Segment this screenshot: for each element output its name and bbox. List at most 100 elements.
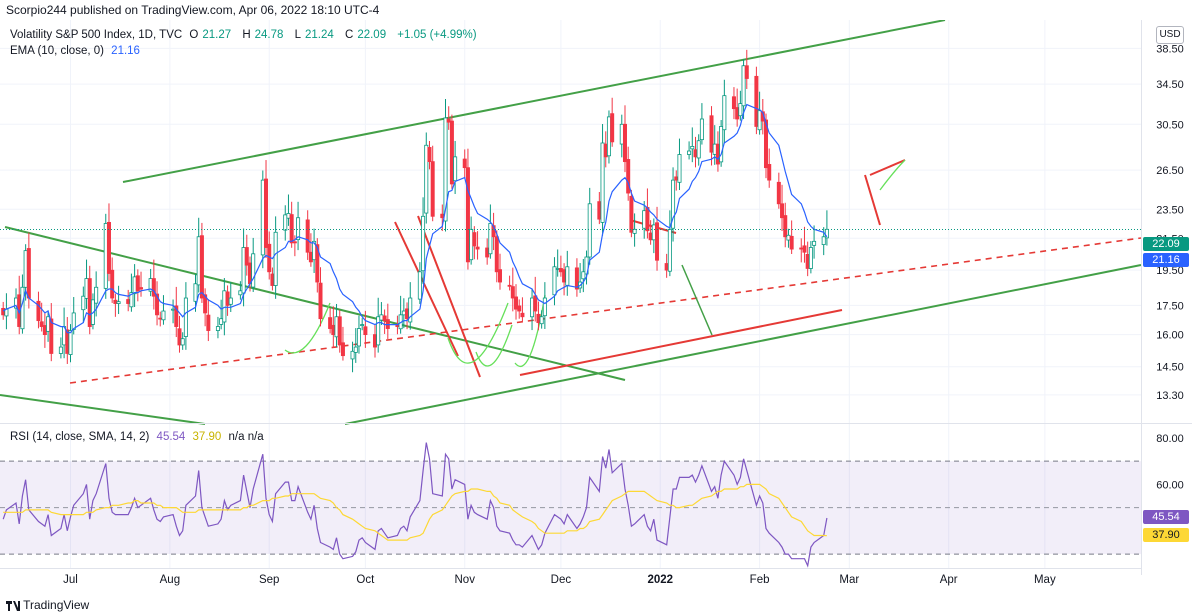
candle-up — [376, 316, 381, 346]
publish-info: Scorpio244 published on TradingView.com,… — [6, 3, 380, 17]
candle-up — [241, 247, 246, 294]
time-tick-label: Aug — [160, 574, 180, 586]
footer[interactable]: TradingView — [0, 595, 300, 615]
ema-legend[interactable]: EMA (10, close, 0) 21.16 — [10, 43, 144, 59]
candle-up — [687, 150, 692, 155]
main-legend[interactable]: Volatility S&P 500 Index, 1D, TVC O 21.27… — [10, 27, 481, 43]
trendline — [394, 221, 459, 357]
candle-down — [517, 305, 522, 312]
candle-down — [709, 115, 714, 153]
footer-brand: TradingView — [23, 598, 90, 612]
candle-down — [110, 269, 115, 299]
trendline — [519, 309, 843, 376]
candle-up — [424, 144, 429, 214]
candle-down — [754, 75, 759, 127]
price-tick-label: 23.50 — [1156, 204, 1184, 216]
candle-up — [46, 316, 51, 332]
candle-down — [735, 107, 740, 120]
candle-up — [552, 266, 557, 296]
candle-up — [651, 224, 656, 241]
change-value: +1.05 (+4.99%) — [397, 29, 477, 41]
candle-down — [430, 161, 435, 217]
candle-down — [629, 195, 634, 233]
candle-down — [462, 158, 467, 169]
candle-down — [744, 65, 749, 79]
trendline — [122, 20, 946, 183]
price-tick-label: 13.30 — [1156, 390, 1184, 402]
h-label: H — [242, 29, 251, 41]
candle-down — [244, 247, 249, 266]
candle-up — [273, 231, 278, 286]
publish-header: Scorpio244 published on TradingView.com,… — [0, 0, 1192, 20]
candle-down — [337, 316, 342, 346]
candle-up — [632, 228, 637, 234]
rsi-sma-value: 37.90 — [192, 431, 222, 443]
candle-up — [132, 276, 137, 295]
ema-line — [2, 103, 828, 334]
candle-down — [139, 287, 144, 290]
candle-up — [808, 247, 813, 269]
candle-down — [789, 235, 794, 250]
rsi-axis[interactable]: 80.00 60.00 — [1156, 433, 1184, 491]
rsi-na: n/a n/a — [228, 431, 264, 443]
candle-up — [283, 214, 288, 231]
time-tick-label: Jul — [63, 574, 78, 586]
candle-up — [530, 297, 535, 318]
candle-down — [731, 96, 736, 110]
rsi-price-tag: 45.54 — [1143, 510, 1189, 524]
candle-up — [738, 103, 743, 117]
candle-up — [401, 310, 406, 316]
trend-arc — [284, 302, 331, 354]
candle-up — [671, 179, 676, 229]
candle-up — [296, 217, 301, 241]
candles — [1, 49, 829, 373]
candle-up — [379, 314, 384, 321]
candle-up — [23, 250, 28, 288]
candle-down — [135, 275, 140, 292]
candle-down — [177, 328, 182, 346]
candle-down — [372, 334, 377, 348]
candle-down — [308, 251, 313, 263]
candle-up — [642, 210, 647, 229]
candle-up — [353, 346, 358, 353]
candle-down — [427, 147, 432, 163]
candle-up — [408, 297, 413, 323]
candle-up — [555, 268, 560, 270]
close-label: C 22.09 — [345, 29, 390, 41]
candle-up — [251, 253, 256, 288]
candle-up — [286, 213, 291, 219]
candle-up — [719, 126, 724, 163]
c-label: C — [345, 29, 354, 41]
candle-down — [674, 176, 679, 181]
candle-up — [196, 236, 201, 286]
rsi-value: 45.54 — [156, 431, 186, 443]
price-tick-label: 34.50 — [1156, 79, 1184, 91]
candle-down — [655, 222, 660, 261]
candle-up — [699, 118, 704, 141]
ema-title[interactable]: EMA (10, close, 0) — [10, 45, 104, 57]
currency-button[interactable]: USD — [1156, 26, 1184, 44]
candle-down — [225, 291, 230, 306]
candle-up — [786, 234, 791, 241]
candle-down — [520, 312, 525, 318]
candle-down — [247, 262, 252, 285]
symbol-title[interactable]: Volatility S&P 500 Index, 1D, TVC — [10, 29, 183, 41]
time-axis[interactable]: Jul Aug Sep Oct Nov Dec 2022 Feb Mar Apr May — [63, 574, 1056, 586]
candle-up — [821, 236, 826, 246]
price-tick-label: 30.50 — [1156, 119, 1184, 131]
candle-down — [305, 219, 310, 253]
price-axis[interactable]: 38.5034.5030.5026.5023.5021.5019.5017.50… — [1156, 43, 1184, 401]
ema-value: 21.16 — [111, 45, 140, 57]
candle-up — [215, 326, 220, 331]
candle-down — [382, 315, 387, 322]
chart-canvas[interactable]: 38.5034.5030.5026.5023.5021.5019.5017.50… — [0, 20, 1192, 595]
high-value: 24.78 — [254, 29, 284, 41]
candle-down — [767, 164, 772, 181]
open-label: O 21.27 — [189, 29, 235, 41]
rsi-band-background — [0, 460, 1141, 555]
low-value: 21.24 — [305, 29, 334, 41]
rsi-title[interactable]: RSI (14, close, SMA, 14, 2) — [10, 431, 150, 443]
candle-down — [497, 269, 502, 283]
rsi-legend[interactable]: RSI (14, close, SMA, 14, 2) 45.54 37.90 … — [10, 429, 268, 445]
candle-up — [542, 297, 547, 317]
